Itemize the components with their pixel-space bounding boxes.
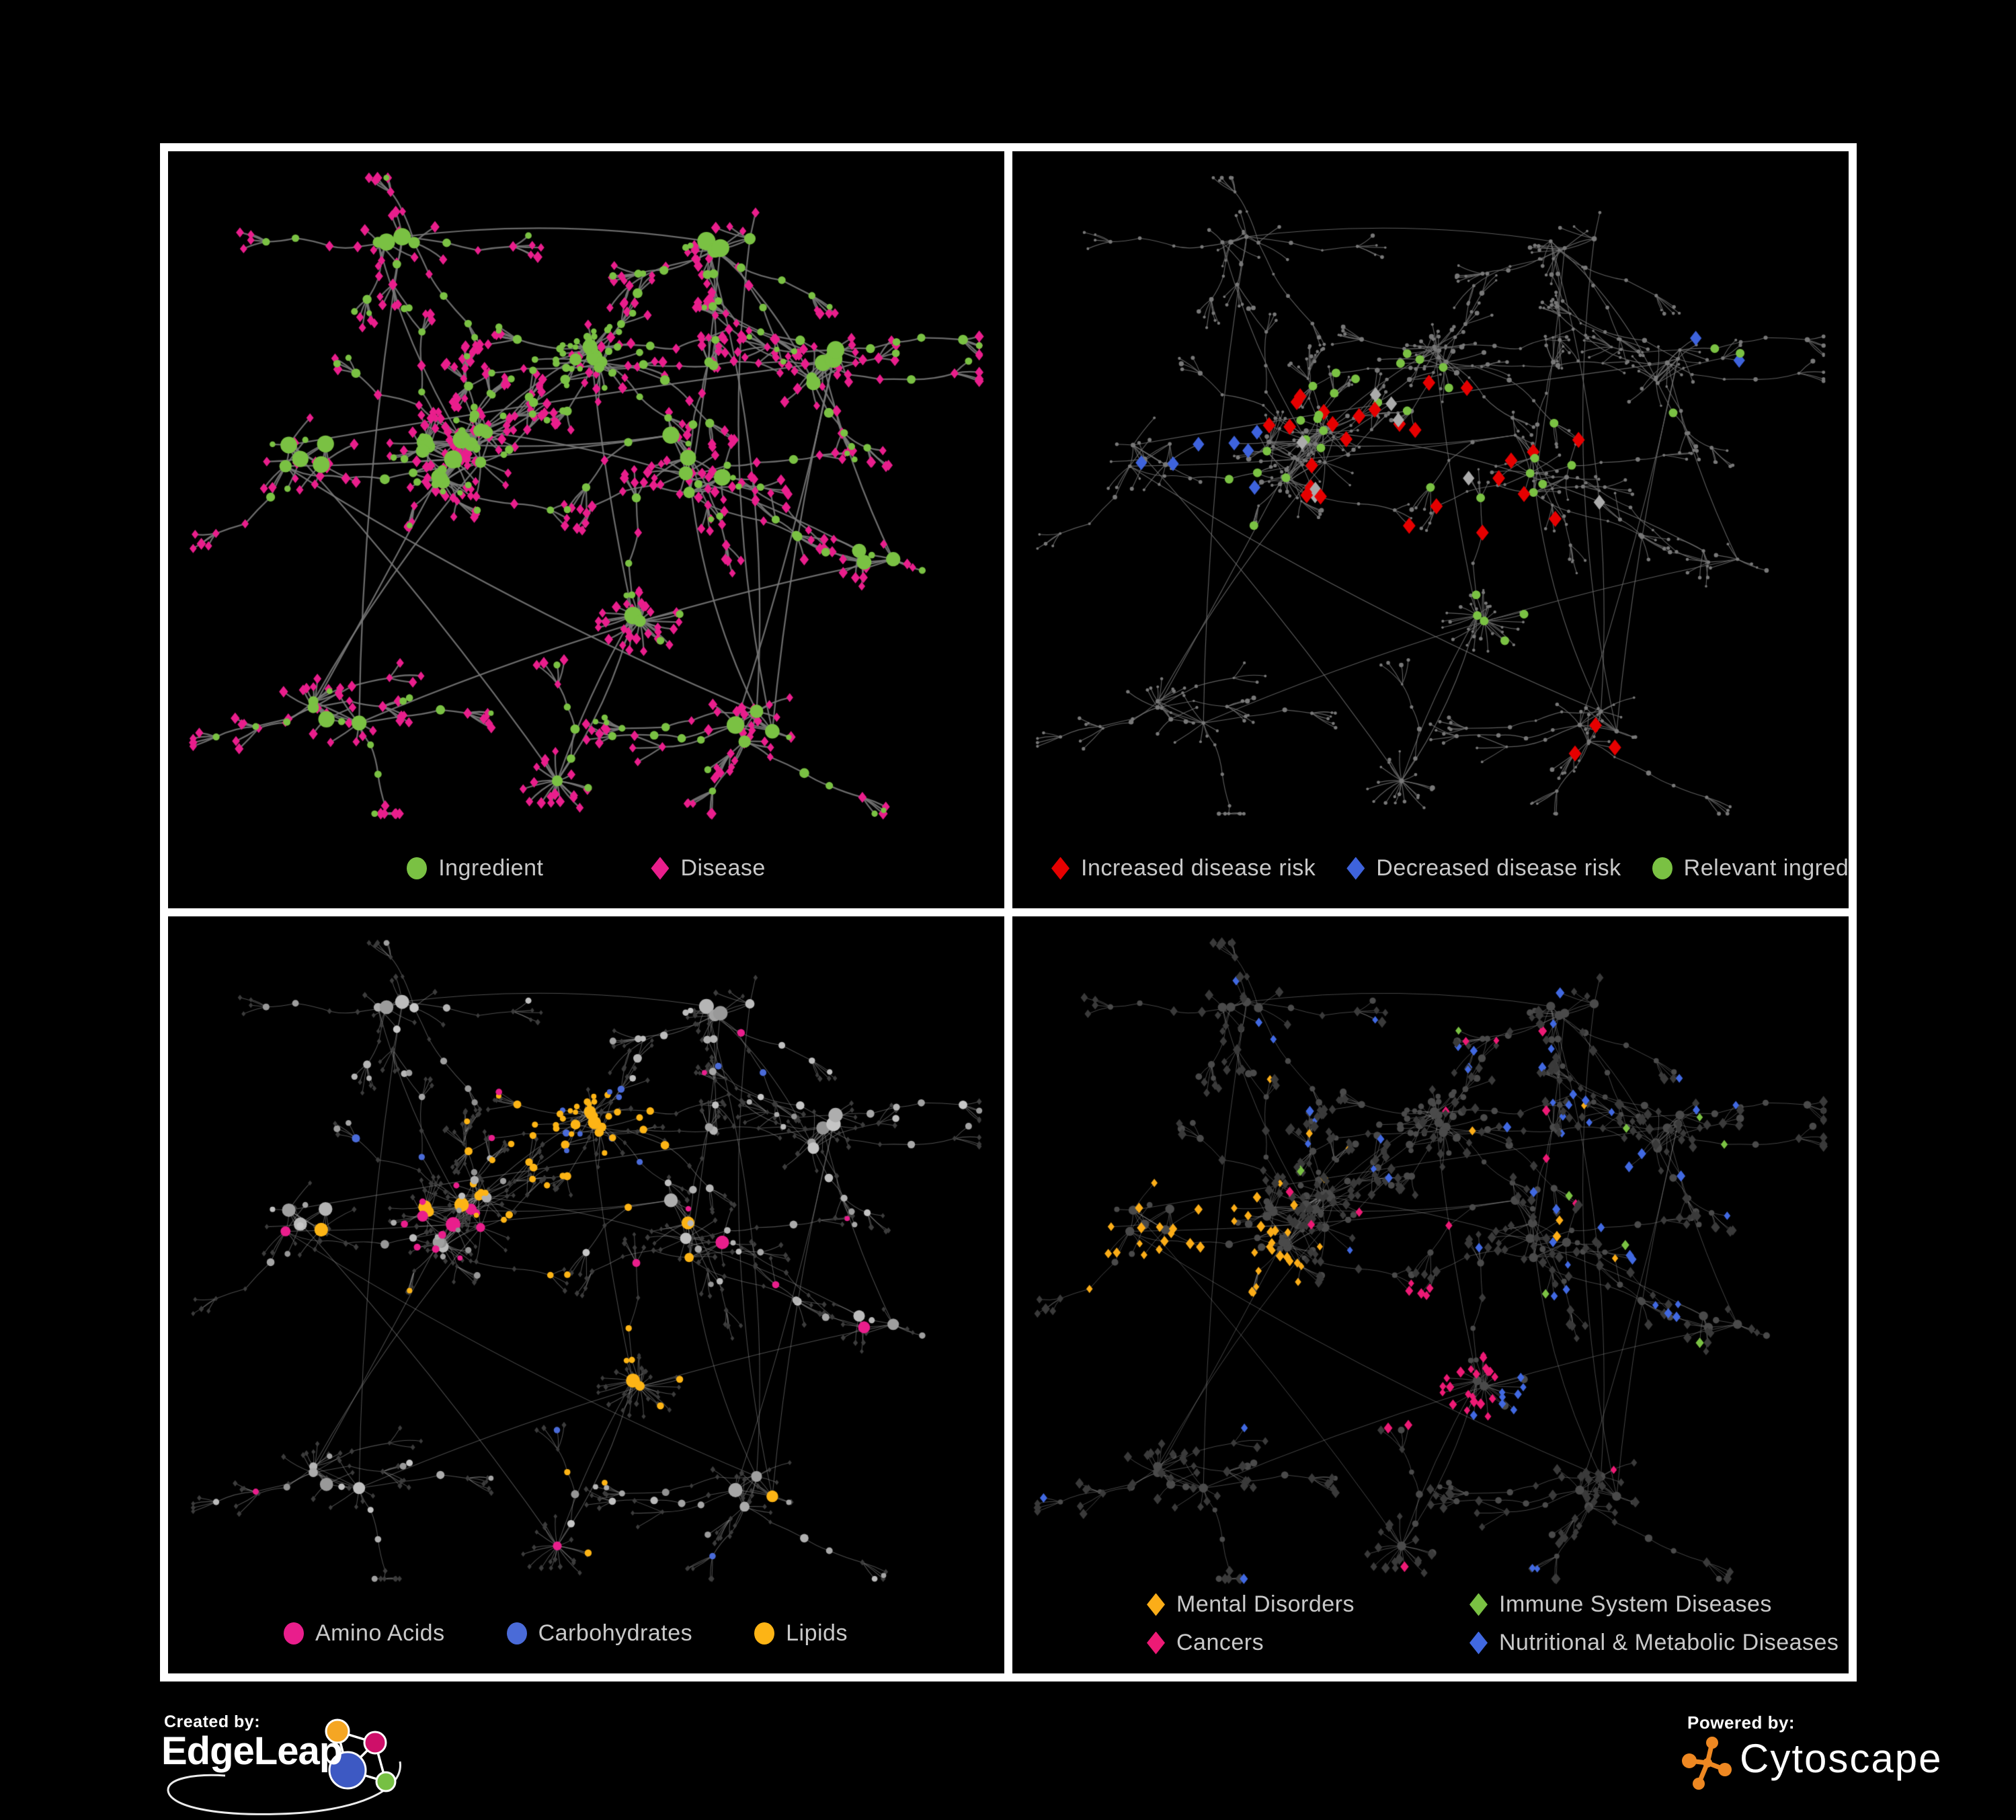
panel-disease-risk: Increased disease risk Decreased disease …	[1012, 151, 1849, 908]
network-canvas-disease-classes	[1012, 916, 1849, 1673]
legend-item: Amino Acids	[284, 1620, 445, 1647]
cytoscape-icon	[1682, 1737, 1732, 1790]
legend-ingredient-disease: Ingredient Disease	[168, 855, 1004, 881]
legend-item: Immune System Diseases	[1469, 1591, 1839, 1618]
legend-item: Ingredient	[407, 855, 543, 881]
legend-disease-classes: Mental Disorders Immune System Diseases Ca…	[1012, 1591, 1839, 1656]
edgeleap-logo-icon	[167, 1718, 401, 1815]
legend-label: Carbohydrates	[538, 1620, 693, 1646]
legend-disease-risk: Increased disease risk Decreased disease …	[1012, 855, 1849, 881]
diamond-marker-icon	[1147, 1631, 1165, 1655]
legend-item: Carbohydrates	[506, 1620, 693, 1647]
panel-grid: Ingredient Disease Increased disease risk…	[160, 143, 1857, 1681]
edgeleap-node-orange	[325, 1718, 350, 1744]
edgeleap-credit: Created by: EdgeLeap	[161, 1711, 444, 1820]
legend-item: Disease	[651, 855, 765, 881]
legend-label: Nutritional & Metabolic Diseases	[1499, 1630, 1839, 1655]
legend-label: Cancers	[1176, 1630, 1264, 1655]
diamond-marker-icon	[1469, 1631, 1488, 1655]
legend-item: Decreased disease risk	[1346, 855, 1621, 881]
circle-marker-icon	[754, 1622, 775, 1645]
legend-item: Nutritional & Metabolic Diseases	[1469, 1630, 1839, 1656]
legend-item: Cancers	[1147, 1630, 1469, 1656]
diamond-marker-icon	[1147, 1593, 1165, 1616]
legend-item: Mental Disorders	[1147, 1591, 1469, 1618]
circle-marker-icon	[284, 1622, 304, 1645]
diamond-marker-icon	[1051, 857, 1070, 880]
created-by-label: Created by:	[164, 1712, 261, 1731]
cytoscape-wordmark: Cytoscape	[1740, 1736, 1943, 1781]
panel-ingredient-disease: Ingredient Disease	[168, 151, 1004, 908]
powered-by-label: Powered by:	[1687, 1712, 1796, 1733]
panel-ingredient-classes: Amino Acids Carbohydrates Lipids	[168, 916, 1004, 1673]
network-canvas-ingredient-classes	[168, 916, 1004, 1673]
legend-label: Mental Disorders	[1176, 1591, 1355, 1617]
legend-ingredient-classes: Amino Acids Carbohydrates Lipids	[168, 1620, 1004, 1647]
cytoscape-credit: Powered by: Cytoscape	[1679, 1711, 1962, 1819]
legend-label: Relevant ingredient	[1683, 855, 1849, 881]
circle-marker-icon	[506, 1622, 527, 1645]
edgeleap-node-green	[375, 1771, 397, 1792]
legend-label: Increased disease risk	[1081, 855, 1316, 881]
circle-marker-icon	[1652, 857, 1672, 879]
circle-marker-icon	[407, 857, 428, 879]
edgeleap-swoosh	[167, 1761, 401, 1815]
diamond-marker-icon	[651, 857, 670, 880]
legend-label: Ingredient	[438, 855, 544, 881]
edgeleap-node-magenta	[363, 1731, 387, 1755]
legend-label: Immune System Diseases	[1499, 1591, 1772, 1617]
legend-item: Lipids	[754, 1620, 848, 1647]
legend-label: Amino Acids	[315, 1620, 445, 1646]
diamond-marker-icon	[1469, 1593, 1488, 1616]
network-canvas-disease-risk	[1012, 151, 1849, 908]
legend-label: Lipids	[786, 1620, 848, 1646]
legend-item: Increased disease risk	[1051, 855, 1316, 881]
edgeleap-wordmark: EdgeLeap	[161, 1729, 343, 1773]
network-canvas-ingredient-disease	[168, 151, 1004, 908]
legend-label: Disease	[680, 855, 766, 881]
legend-item: Relevant ingredient	[1652, 855, 1849, 881]
legend-label: Decreased disease risk	[1376, 855, 1621, 881]
panel-disease-classes: Mental Disorders Immune System Diseases Ca…	[1012, 916, 1849, 1673]
diamond-marker-icon	[1346, 857, 1365, 880]
edgeleap-node-blue	[328, 1751, 367, 1790]
